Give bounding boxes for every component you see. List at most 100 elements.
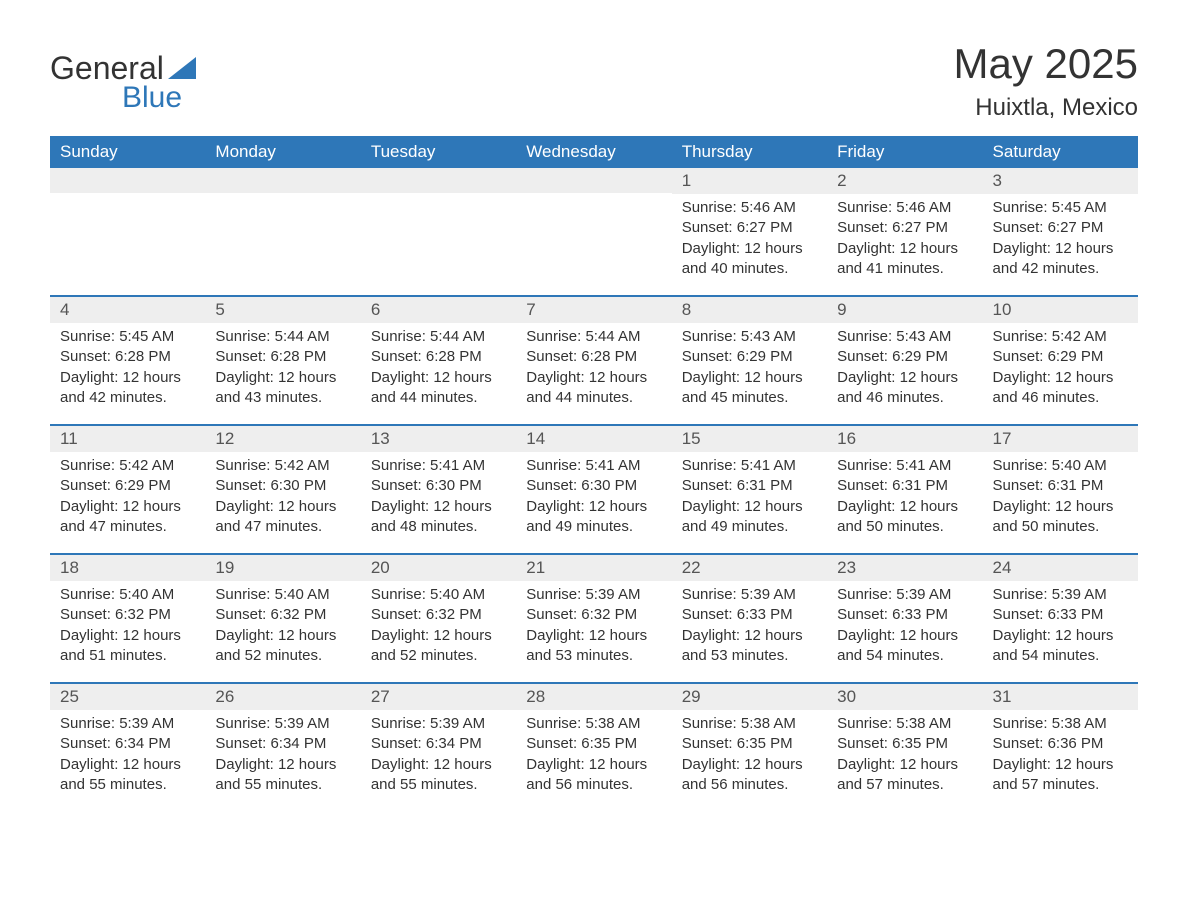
day-sunrise: Sunrise: 5:39 AM [682,585,817,605]
day-content: Sunrise: 5:43 AMSunset: 6:29 PMDaylight:… [672,323,827,408]
day-cell: 21Sunrise: 5:39 AMSunset: 6:32 PMDayligh… [516,555,671,678]
day-daylight1: Daylight: 12 hours [371,755,506,775]
day-daylight1: Daylight: 12 hours [526,755,661,775]
day-number [361,168,516,193]
day-sunrise: Sunrise: 5:38 AM [993,714,1128,734]
day-daylight1: Daylight: 12 hours [837,497,972,517]
day-sunset: Sunset: 6:30 PM [371,476,506,496]
day-content: Sunrise: 5:39 AMSunset: 6:34 PMDaylight:… [361,710,516,795]
day-sunrise: Sunrise: 5:39 AM [526,585,661,605]
day-content: Sunrise: 5:42 AMSunset: 6:30 PMDaylight:… [205,452,360,537]
header: General Blue May 2025 Huixtla, Mexico [50,40,1138,122]
day-number: 12 [205,426,360,452]
day-cell [361,168,516,291]
day-number: 16 [827,426,982,452]
day-sunset: Sunset: 6:28 PM [215,347,350,367]
day-sunset: Sunset: 6:28 PM [371,347,506,367]
day-content: Sunrise: 5:45 AMSunset: 6:27 PMDaylight:… [983,194,1138,279]
day-daylight1: Daylight: 12 hours [371,497,506,517]
day-sunset: Sunset: 6:34 PM [60,734,195,754]
day-content: Sunrise: 5:39 AMSunset: 6:33 PMDaylight:… [672,581,827,666]
day-sunset: Sunset: 6:28 PM [60,347,195,367]
day-daylight1: Daylight: 12 hours [682,497,817,517]
day-sunrise: Sunrise: 5:41 AM [526,456,661,476]
day-daylight2: and 42 minutes. [60,388,195,408]
day-cell: 22Sunrise: 5:39 AMSunset: 6:33 PMDayligh… [672,555,827,678]
day-number: 5 [205,297,360,323]
day-number [50,168,205,193]
day-cell: 27Sunrise: 5:39 AMSunset: 6:34 PMDayligh… [361,684,516,807]
day-sunset: Sunset: 6:35 PM [682,734,817,754]
day-sunset: Sunset: 6:29 PM [682,347,817,367]
day-daylight1: Daylight: 12 hours [526,368,661,388]
day-number: 30 [827,684,982,710]
day-sunrise: Sunrise: 5:45 AM [993,198,1128,218]
day-sunset: Sunset: 6:32 PM [371,605,506,625]
day-daylight1: Daylight: 12 hours [837,626,972,646]
day-daylight2: and 55 minutes. [215,775,350,795]
day-sunrise: Sunrise: 5:39 AM [60,714,195,734]
day-daylight2: and 49 minutes. [682,517,817,537]
day-daylight1: Daylight: 12 hours [60,755,195,775]
day-number: 11 [50,426,205,452]
day-sunrise: Sunrise: 5:43 AM [837,327,972,347]
day-cell: 10Sunrise: 5:42 AMSunset: 6:29 PMDayligh… [983,297,1138,420]
day-cell: 28Sunrise: 5:38 AMSunset: 6:35 PMDayligh… [516,684,671,807]
day-daylight2: and 40 minutes. [682,259,817,279]
day-daylight2: and 47 minutes. [60,517,195,537]
day-cell [516,168,671,291]
day-sunrise: Sunrise: 5:38 AM [682,714,817,734]
day-number: 9 [827,297,982,323]
day-cell: 7Sunrise: 5:44 AMSunset: 6:28 PMDaylight… [516,297,671,420]
day-cell: 14Sunrise: 5:41 AMSunset: 6:30 PMDayligh… [516,426,671,549]
day-number [516,168,671,193]
logo-triangle-icon [168,57,196,84]
day-cell: 29Sunrise: 5:38 AMSunset: 6:35 PMDayligh… [672,684,827,807]
day-cell: 5Sunrise: 5:44 AMSunset: 6:28 PMDaylight… [205,297,360,420]
day-daylight1: Daylight: 12 hours [993,239,1128,259]
day-cell: 13Sunrise: 5:41 AMSunset: 6:30 PMDayligh… [361,426,516,549]
week-row: 25Sunrise: 5:39 AMSunset: 6:34 PMDayligh… [50,682,1138,807]
day-number: 15 [672,426,827,452]
day-number: 3 [983,168,1138,194]
day-cell: 23Sunrise: 5:39 AMSunset: 6:33 PMDayligh… [827,555,982,678]
weekday-header: Tuesday [361,136,516,168]
day-daylight2: and 53 minutes. [682,646,817,666]
day-number: 14 [516,426,671,452]
day-cell: 17Sunrise: 5:40 AMSunset: 6:31 PMDayligh… [983,426,1138,549]
day-number: 21 [516,555,671,581]
day-content: Sunrise: 5:38 AMSunset: 6:35 PMDaylight:… [516,710,671,795]
day-daylight2: and 46 minutes. [837,388,972,408]
day-sunrise: Sunrise: 5:41 AM [837,456,972,476]
day-content: Sunrise: 5:41 AMSunset: 6:31 PMDaylight:… [827,452,982,537]
day-cell [50,168,205,291]
day-sunset: Sunset: 6:31 PM [837,476,972,496]
day-number: 4 [50,297,205,323]
day-sunrise: Sunrise: 5:39 AM [215,714,350,734]
day-sunset: Sunset: 6:33 PM [837,605,972,625]
day-cell: 4Sunrise: 5:45 AMSunset: 6:28 PMDaylight… [50,297,205,420]
weekday-header: Thursday [672,136,827,168]
day-cell: 8Sunrise: 5:43 AMSunset: 6:29 PMDaylight… [672,297,827,420]
location-text: Huixtla, Mexico [954,94,1138,122]
day-sunrise: Sunrise: 5:39 AM [371,714,506,734]
day-sunrise: Sunrise: 5:39 AM [993,585,1128,605]
day-daylight2: and 46 minutes. [993,388,1128,408]
day-daylight1: Daylight: 12 hours [682,368,817,388]
day-cell: 2Sunrise: 5:46 AMSunset: 6:27 PMDaylight… [827,168,982,291]
week-row: 11Sunrise: 5:42 AMSunset: 6:29 PMDayligh… [50,424,1138,549]
day-daylight1: Daylight: 12 hours [60,626,195,646]
day-number: 23 [827,555,982,581]
day-daylight2: and 57 minutes. [837,775,972,795]
day-daylight2: and 45 minutes. [682,388,817,408]
day-number: 13 [361,426,516,452]
day-sunrise: Sunrise: 5:46 AM [837,198,972,218]
weekday-header: Saturday [983,136,1138,168]
day-daylight2: and 50 minutes. [837,517,972,537]
logo-text-blue: Blue [122,81,182,115]
day-sunset: Sunset: 6:34 PM [215,734,350,754]
day-daylight1: Daylight: 12 hours [993,497,1128,517]
day-sunset: Sunset: 6:34 PM [371,734,506,754]
day-sunset: Sunset: 6:35 PM [526,734,661,754]
day-daylight1: Daylight: 12 hours [215,497,350,517]
